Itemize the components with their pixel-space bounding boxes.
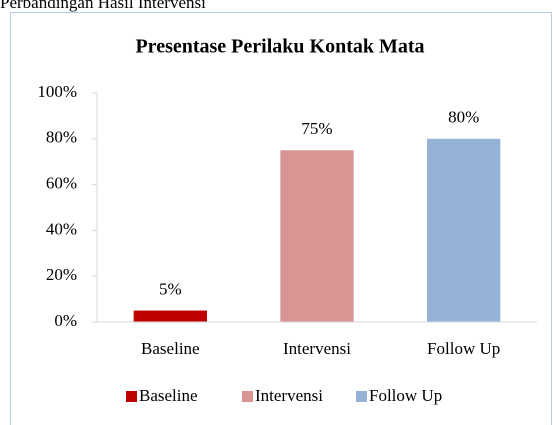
y-tick-label: 40%: [46, 219, 77, 238]
y-tick-label: 0%: [54, 311, 77, 330]
value-label: 80%: [448, 108, 479, 127]
legend-swatch: [356, 391, 367, 402]
legend-swatch: [126, 391, 137, 402]
bar: [133, 310, 207, 322]
chart-title: Presentase Perilaku Kontak Mata: [135, 36, 424, 58]
bar: [280, 150, 354, 322]
x-tick-label: Intervensi: [283, 339, 351, 358]
y-tick-label: 60%: [46, 174, 77, 193]
x-tick-label: Follow Up: [427, 339, 500, 358]
y-tick-label: 20%: [46, 265, 77, 284]
value-label: 5%: [159, 279, 182, 298]
legend-label: Baseline: [139, 386, 198, 405]
x-tick-label: Baseline: [141, 339, 200, 358]
bar: [427, 138, 501, 322]
legend-swatch: [242, 391, 253, 402]
y-tick-label: 80%: [46, 128, 77, 147]
legend-label: Follow Up: [369, 386, 442, 405]
legend-label: Intervensi: [255, 386, 323, 405]
page-heading: Perbandingan Hasil Intervensi: [0, 0, 206, 12]
y-tick-label: 100%: [37, 82, 77, 101]
value-label: 75%: [301, 119, 332, 138]
